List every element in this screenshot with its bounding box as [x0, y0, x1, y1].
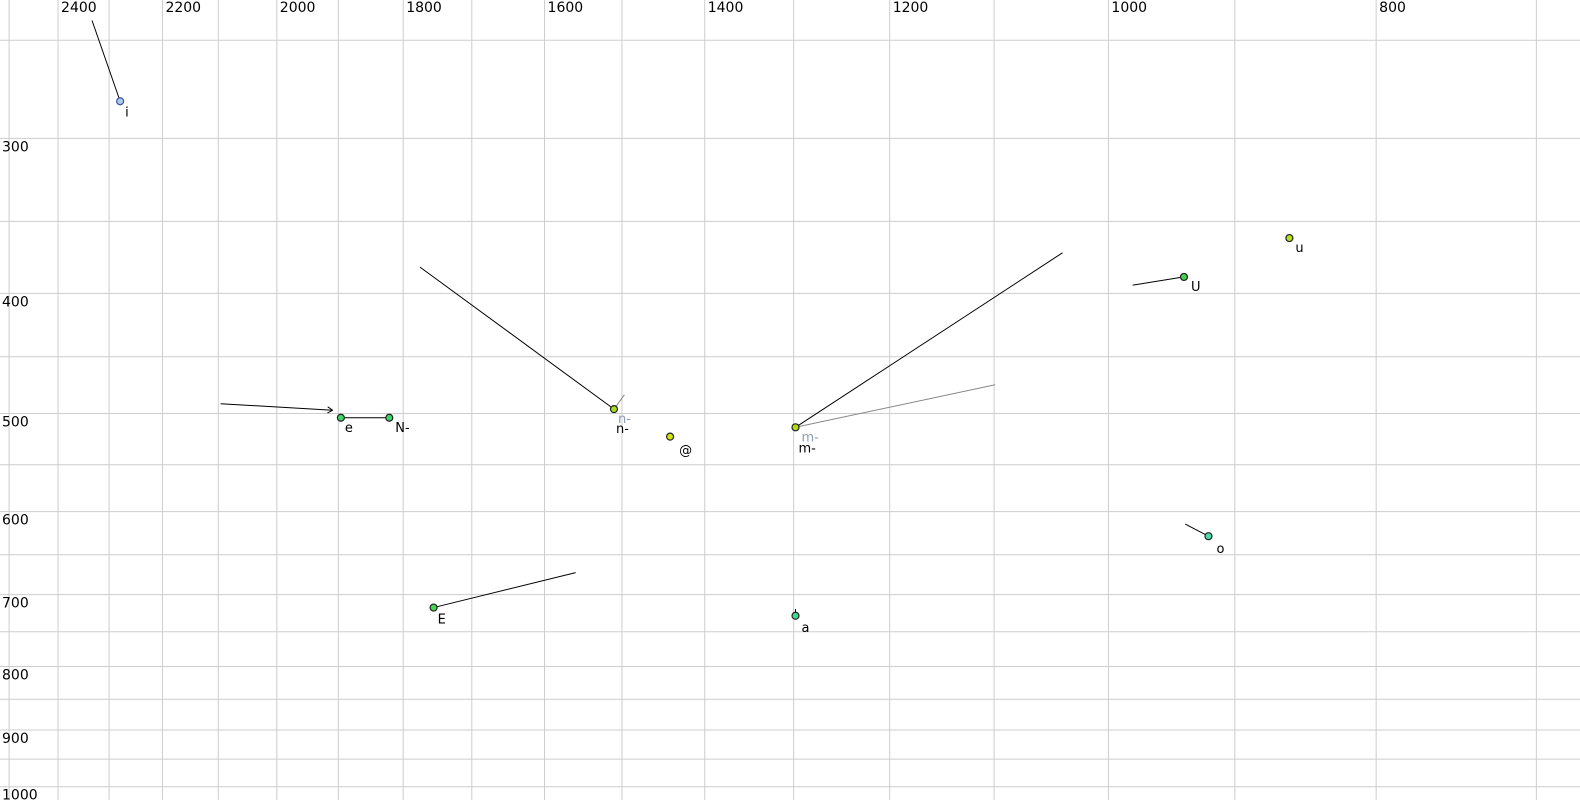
- point-m-[interactable]: [791, 423, 800, 432]
- point-i[interactable]: [116, 97, 125, 106]
- x-tick-1000: 1000: [1111, 0, 1147, 16]
- trajectory-n--1: [419, 266, 615, 410]
- point-label-E: E: [438, 613, 446, 628]
- x-tick-1400: 1400: [708, 0, 744, 16]
- point-label-m--2: m-: [799, 441, 817, 456]
- point-o[interactable]: [1204, 532, 1213, 541]
- x-tick-1600: 1600: [548, 0, 584, 16]
- trajectory-arrowhead-e-2: [327, 406, 333, 411]
- trajectory-arrowhead-e-1: [327, 409, 333, 414]
- point-E[interactable]: [429, 603, 438, 612]
- trajectory-U-1: [1132, 276, 1185, 286]
- x-tick-2400: 2400: [61, 0, 97, 16]
- point-@[interactable]: [666, 432, 675, 441]
- x-tick-1800: 1800: [406, 0, 442, 16]
- x-tick-2000: 2000: [280, 0, 316, 16]
- point-U[interactable]: [1179, 272, 1189, 282]
- x-tick-1200: 1200: [893, 0, 929, 16]
- point-u[interactable]: [1285, 233, 1294, 243]
- point-e[interactable]: [336, 413, 345, 422]
- point-label-e: e: [345, 421, 353, 436]
- point-label-U: U: [1191, 280, 1201, 295]
- y-tick-700: 700: [2, 596, 29, 612]
- trajectory-i-1: [91, 20, 121, 102]
- trajectory-o-1: [1184, 523, 1209, 537]
- point-label-m--1: m-: [802, 430, 820, 445]
- point-a[interactable]: [791, 611, 800, 620]
- trajectory-e-1: [220, 403, 333, 411]
- x-tick-800: 800: [1379, 0, 1406, 16]
- y-tick-1000: 1000: [2, 788, 38, 800]
- y-tick-800: 800: [2, 668, 29, 684]
- point-label-n--2: n-: [616, 422, 629, 437]
- point-label-N-: N-: [395, 421, 410, 436]
- y-tick-300: 300: [2, 139, 29, 155]
- trajectory-E-1: [433, 572, 576, 609]
- point-label-@: @: [679, 444, 692, 459]
- y-tick-400: 400: [2, 294, 29, 310]
- y-tick-500: 500: [2, 414, 29, 430]
- y-tick-900: 900: [2, 731, 29, 747]
- point-N-[interactable]: [385, 413, 394, 422]
- x-tick-2200: 2200: [165, 0, 201, 16]
- point-label-n--1: n-: [618, 412, 631, 427]
- trajectory-m--2: [795, 384, 996, 428]
- y-tick-600: 600: [2, 513, 29, 529]
- trajectory-m--1: [795, 252, 1063, 428]
- point-n-[interactable]: [609, 405, 619, 414]
- point-label-i: i: [125, 105, 129, 120]
- point-label-u: u: [1295, 241, 1303, 256]
- point-label-a: a: [802, 621, 810, 636]
- point-label-o: o: [1216, 542, 1224, 557]
